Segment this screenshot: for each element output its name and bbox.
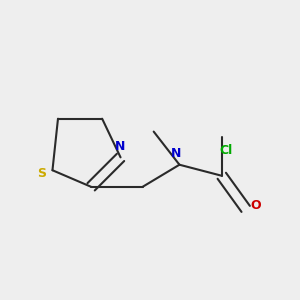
Text: Cl: Cl (220, 143, 233, 157)
Text: N: N (116, 140, 126, 153)
Text: N: N (171, 147, 181, 160)
Text: O: O (251, 199, 261, 212)
Text: S: S (37, 167, 46, 180)
